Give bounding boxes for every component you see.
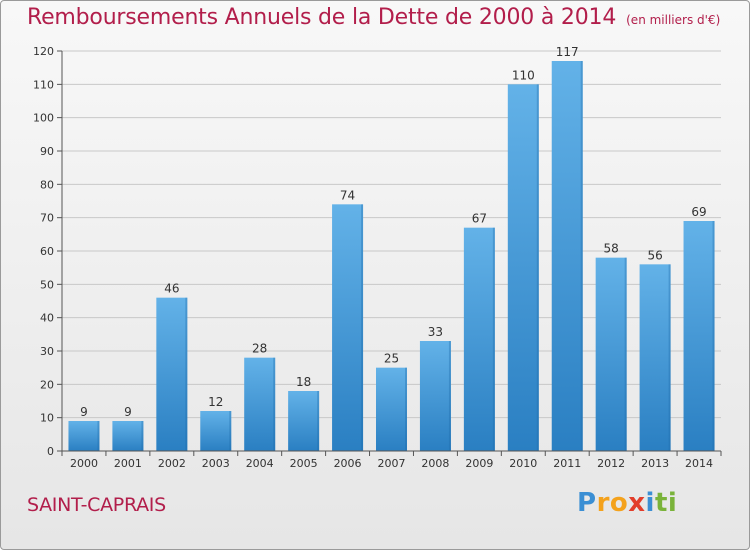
- data-label: 117: [556, 45, 579, 59]
- x-tick-label: 2010: [509, 457, 537, 470]
- x-tick-label: 2000: [70, 457, 98, 470]
- y-tick-label: 10: [40, 412, 54, 425]
- logo-letter: o: [609, 488, 629, 518]
- bar-shade: [712, 221, 715, 451]
- y-tick-label: 50: [40, 278, 54, 291]
- x-tick-label: 2007: [378, 457, 406, 470]
- x-tick-label: 2009: [465, 457, 493, 470]
- y-tick-label: 20: [40, 378, 54, 391]
- bar-2010: [507, 84, 539, 451]
- bar-2009: [463, 227, 495, 451]
- logo-letter: P: [577, 488, 597, 518]
- title-row: Remboursements Annuels de la Dette de 20…: [27, 5, 720, 30]
- x-tick-label: 2011: [553, 457, 581, 470]
- data-label: 33: [428, 325, 443, 339]
- y-tick-label: 100: [33, 112, 54, 125]
- bar-2008: [419, 341, 451, 451]
- y-tick-label: 110: [33, 78, 54, 91]
- y-tick-label: 30: [40, 345, 54, 358]
- data-label: 46: [164, 282, 179, 296]
- bar-2007: [376, 367, 407, 451]
- bar-shade: [668, 264, 671, 451]
- bar-shade: [624, 257, 627, 451]
- bar-2004: [244, 357, 276, 451]
- data-label: 110: [512, 68, 535, 82]
- y-tick-label: 90: [40, 145, 54, 158]
- bar-2002: [156, 297, 188, 451]
- bar-2001: [112, 421, 144, 451]
- y-tick-label: 40: [40, 312, 54, 325]
- bar-2006: [332, 204, 364, 451]
- y-tick-label: 0: [47, 445, 54, 458]
- city-name: SAINT-CAPRAIS: [27, 494, 166, 516]
- axes: 0 10 20 30 40 50 60 70 80 90 100 110 120 2000 2001 2002…: [33, 45, 722, 470]
- bar-shade: [229, 411, 232, 451]
- logo-letter: r: [596, 488, 610, 518]
- bar-2014: [683, 221, 715, 451]
- data-label: 18: [296, 375, 311, 389]
- bar-shade: [141, 421, 144, 451]
- bar-2011: [551, 61, 583, 451]
- bar-2005: [288, 391, 320, 451]
- data-label: 9: [124, 405, 132, 419]
- bar-shade: [361, 204, 364, 451]
- x-tick-label: 2003: [202, 457, 230, 470]
- y-tick-label: 120: [33, 45, 54, 58]
- logo-letter: i: [667, 488, 678, 518]
- x-tick-label: 2006: [334, 457, 362, 470]
- data-label: 69: [691, 205, 706, 219]
- bar-2003: [200, 411, 232, 451]
- bar-shade: [97, 421, 100, 451]
- bar-shade: [580, 61, 583, 451]
- x-tick-label: 2001: [114, 457, 142, 470]
- x-tick-label: 2002: [158, 457, 186, 470]
- data-label: 67: [472, 212, 487, 226]
- data-labels: 9 9 46 12 28 18 74 25 33 67 110 117 58 56 69: [80, 45, 707, 419]
- x-tick-label: 2013: [641, 457, 669, 470]
- x-tick-label: 2005: [290, 457, 318, 470]
- data-label: 28: [252, 342, 267, 356]
- proxiti-logo: Proxiti: [577, 488, 677, 518]
- logo-letter: i: [645, 488, 655, 518]
- bar-shade: [536, 84, 539, 451]
- logo-letter: x: [628, 488, 646, 518]
- bar-shade: [492, 227, 495, 451]
- bar-2013: [639, 264, 671, 451]
- bar-shade: [273, 357, 276, 451]
- x-tick-label: 2012: [597, 457, 625, 470]
- chart-title: Remboursements Annuels de la Dette de 20…: [27, 5, 617, 30]
- bar-2012: [595, 257, 627, 451]
- bar-shade: [405, 367, 407, 451]
- data-label: 9: [80, 405, 88, 419]
- data-label: 56: [647, 248, 662, 262]
- bar-shade: [317, 391, 320, 451]
- logo-letter: t: [654, 488, 668, 518]
- data-label: 25: [384, 352, 399, 366]
- x-tick-label: 2004: [246, 457, 274, 470]
- y-tick-label: 70: [40, 212, 54, 225]
- data-label: 74: [340, 188, 355, 202]
- chart-subtitle: (en milliers d'€): [626, 13, 721, 27]
- bar-shade: [448, 341, 451, 451]
- x-tick-label: 2008: [421, 457, 449, 470]
- bar-2000: [68, 421, 100, 451]
- bar-shade: [185, 297, 188, 451]
- bars: [68, 61, 715, 451]
- data-label: 58: [604, 242, 619, 256]
- data-label: 12: [208, 395, 223, 409]
- x-tick-label: 2014: [685, 457, 713, 470]
- y-tick-label: 80: [40, 178, 54, 191]
- y-tick-label: 60: [40, 245, 54, 258]
